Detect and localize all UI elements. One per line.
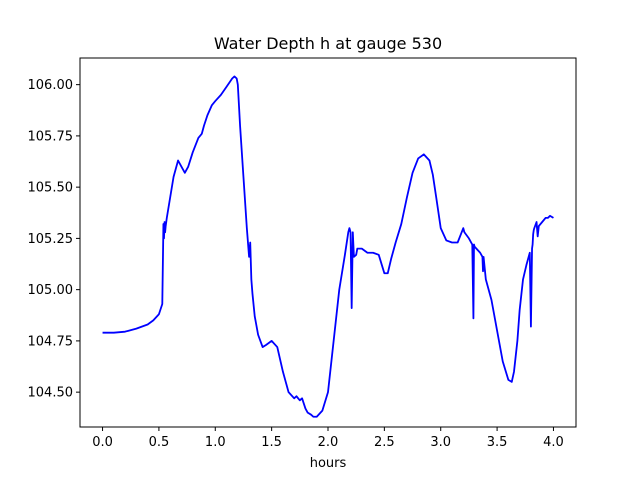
x-tick-label: 2.5: [374, 435, 395, 450]
x-axis-label: hours: [310, 456, 347, 471]
y-tick-label: 105.75: [28, 129, 74, 144]
x-tick-label: 3.0: [430, 435, 451, 450]
x-tick-label: 4.0: [543, 435, 564, 450]
axes-frame: [79, 57, 577, 428]
y-tick-label: 104.75: [28, 334, 74, 349]
chart-title: Water Depth h at gauge 530: [214, 34, 442, 53]
series-line-water-depth: [102, 75, 554, 418]
x-tick-label: 2.0: [318, 435, 339, 450]
plot-area: [102, 75, 554, 418]
x-tick-label: 0.0: [92, 435, 113, 450]
x-axis: 0.0 0.5 1.0 1.5 2.0 2.5 3.0 3.5 4.0: [92, 427, 564, 450]
x-tick-label: 3.5: [487, 435, 508, 450]
y-axis: 104.50 104.75 105.00 105.25 105.50 105.75 106.…: [28, 78, 80, 401]
x-tick-label: 1.5: [261, 435, 282, 450]
y-tick-label: 105.00: [28, 283, 74, 298]
x-tick-label: 1.0: [205, 435, 226, 450]
y-tick-label: 106.00: [28, 78, 74, 93]
y-tick-label: 105.50: [28, 181, 74, 196]
x-tick-label: 0.5: [149, 435, 170, 450]
y-tick-label: 104.50: [28, 386, 74, 401]
y-tick-label: 105.25: [28, 232, 74, 247]
